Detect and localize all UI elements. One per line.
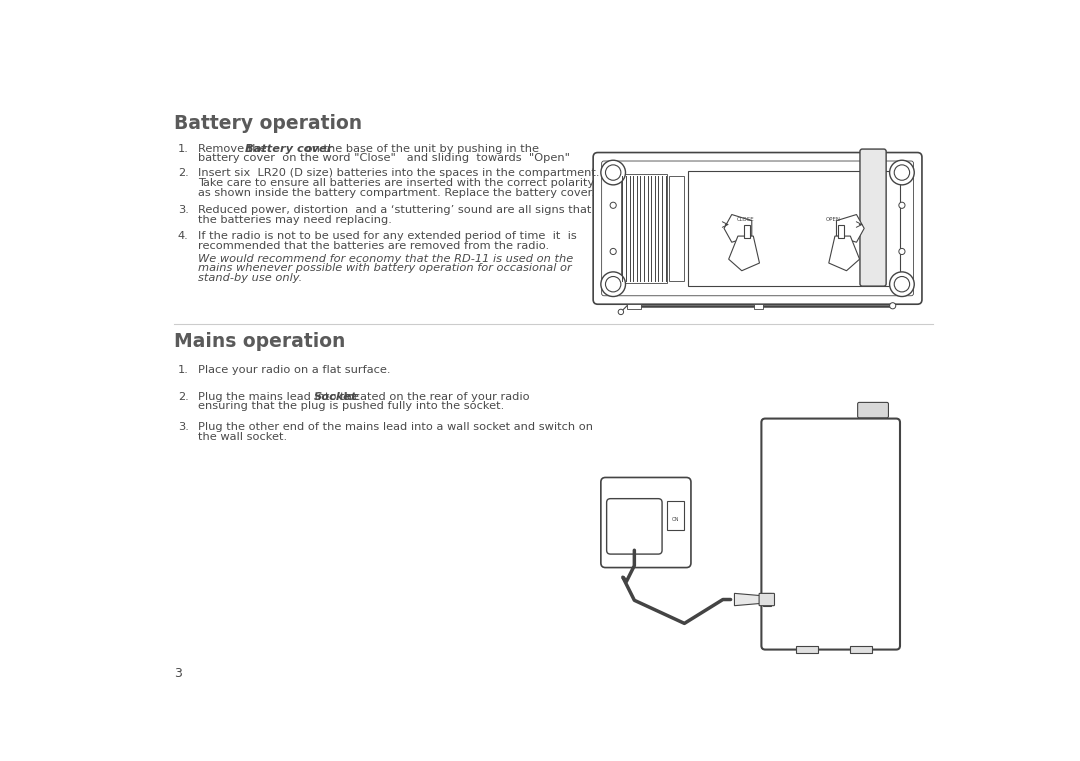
Text: We would recommend for economy that the RD-11 is used on the: We would recommend for economy that the … xyxy=(198,253,573,264)
Bar xyxy=(762,594,771,606)
FancyBboxPatch shape xyxy=(600,477,691,568)
Bar xyxy=(621,174,667,282)
Text: mains whenever possible with battery operation for occasional or: mains whenever possible with battery ope… xyxy=(198,263,571,273)
Text: Socket: Socket xyxy=(314,392,357,402)
Text: 1.: 1. xyxy=(178,144,189,154)
Polygon shape xyxy=(837,215,864,242)
FancyBboxPatch shape xyxy=(858,403,889,418)
Text: 3: 3 xyxy=(174,667,181,680)
Polygon shape xyxy=(724,215,752,242)
Circle shape xyxy=(600,161,625,185)
Text: 2.: 2. xyxy=(178,168,189,178)
Text: 2.: 2. xyxy=(178,392,189,402)
Bar xyxy=(850,646,872,654)
Text: stand-by use only.: stand-by use only. xyxy=(198,273,302,283)
Circle shape xyxy=(894,165,909,180)
Circle shape xyxy=(890,161,915,185)
Circle shape xyxy=(600,272,625,297)
Circle shape xyxy=(618,309,623,314)
Circle shape xyxy=(899,248,905,255)
Text: CLOSE: CLOSE xyxy=(737,217,754,221)
Circle shape xyxy=(610,202,617,209)
Text: Battery operation: Battery operation xyxy=(174,114,362,133)
Text: Mains operation: Mains operation xyxy=(174,333,346,352)
Text: Remove the: Remove the xyxy=(198,144,270,154)
FancyBboxPatch shape xyxy=(602,161,914,296)
Bar xyxy=(688,171,901,285)
Text: Battery cover: Battery cover xyxy=(245,144,333,154)
Text: 3.: 3. xyxy=(178,422,189,432)
Polygon shape xyxy=(828,236,860,271)
Polygon shape xyxy=(744,224,751,237)
Text: If the radio is not to be used for any extended period of time  it  is: If the radio is not to be used for any e… xyxy=(198,231,577,241)
Polygon shape xyxy=(729,236,759,271)
Text: located on the rear of your radio: located on the rear of your radio xyxy=(340,392,530,402)
Bar xyxy=(796,646,818,654)
Text: on the base of the unit by pushing in the: on the base of the unit by pushing in th… xyxy=(301,144,539,154)
Circle shape xyxy=(899,202,905,209)
FancyBboxPatch shape xyxy=(607,498,662,554)
Circle shape xyxy=(894,276,909,292)
Text: Insert six  LR20 (D size) batteries into the spaces in the compartment.: Insert six LR20 (D size) batteries into … xyxy=(198,168,599,178)
Text: ensuring that the plug is pushed fully into the socket.: ensuring that the plug is pushed fully i… xyxy=(198,401,504,411)
Text: 3.: 3. xyxy=(178,205,189,215)
Bar xyxy=(754,304,762,309)
Polygon shape xyxy=(838,224,845,237)
Circle shape xyxy=(890,272,915,297)
Text: battery cover  on the word "Close"   and sliding  towards  "Open": battery cover on the word "Close" and sl… xyxy=(198,153,570,164)
FancyBboxPatch shape xyxy=(761,419,900,650)
Text: OPEN: OPEN xyxy=(826,217,840,221)
Text: as shown inside the battery compartment. Replace the battery cover.: as shown inside the battery compartment.… xyxy=(198,187,595,198)
Circle shape xyxy=(610,248,617,255)
Polygon shape xyxy=(734,594,761,606)
FancyBboxPatch shape xyxy=(860,149,886,286)
FancyBboxPatch shape xyxy=(593,152,922,304)
Text: ON: ON xyxy=(672,517,679,522)
Text: Plug the other end of the mains lead into a wall socket and switch on: Plug the other end of the mains lead int… xyxy=(198,422,593,432)
Bar xyxy=(627,304,640,309)
Circle shape xyxy=(606,165,621,180)
Text: Reduced power, distortion  and a ‘stuttering’ sound are all signs that: Reduced power, distortion and a ‘stutter… xyxy=(198,205,591,215)
Circle shape xyxy=(606,276,621,292)
Text: Place your radio on a flat surface.: Place your radio on a flat surface. xyxy=(198,365,390,374)
Text: recommended that the batteries are removed from the radio.: recommended that the batteries are remov… xyxy=(198,241,549,251)
Text: 1.: 1. xyxy=(178,365,189,374)
Bar xyxy=(669,176,684,281)
Text: the batteries may need replacing.: the batteries may need replacing. xyxy=(198,215,392,225)
Text: Take care to ensure all batteries are inserted with the correct polarity: Take care to ensure all batteries are in… xyxy=(198,178,594,188)
Text: the wall socket.: the wall socket. xyxy=(198,432,287,442)
Circle shape xyxy=(890,303,895,309)
FancyBboxPatch shape xyxy=(759,594,774,606)
Bar xyxy=(667,501,685,530)
Text: Plug the mains lead into the: Plug the mains lead into the xyxy=(198,392,362,402)
Text: 4.: 4. xyxy=(178,231,189,241)
